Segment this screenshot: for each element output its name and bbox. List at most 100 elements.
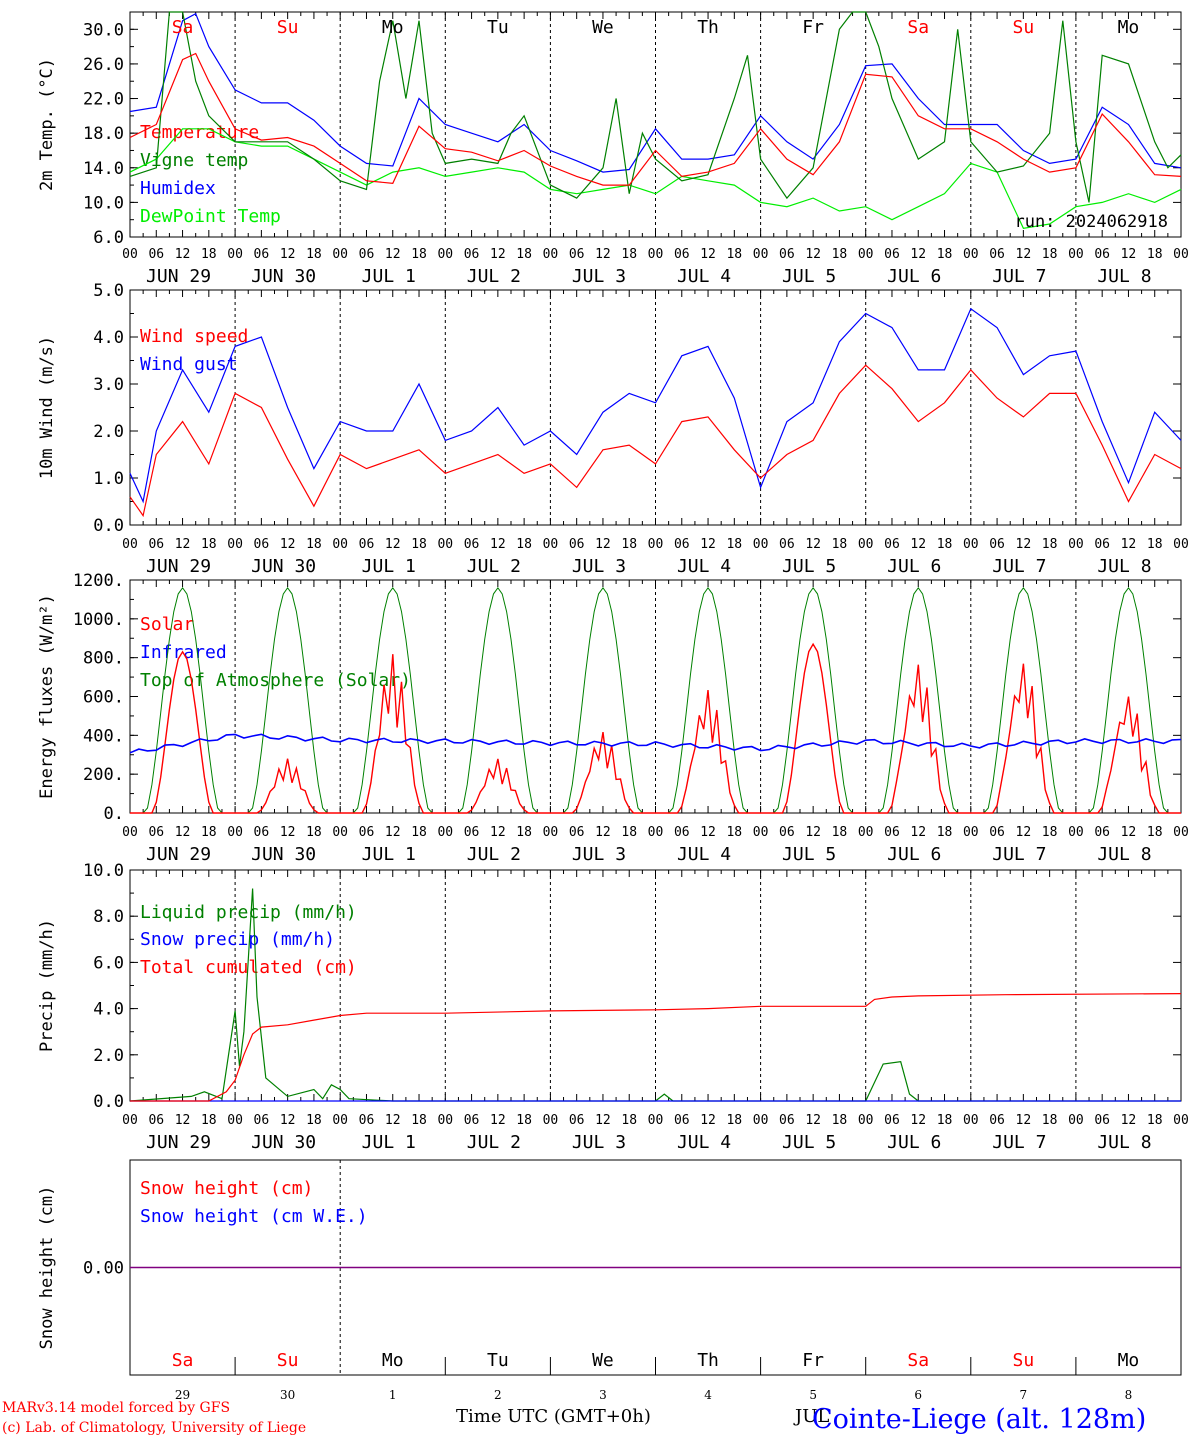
hour-tick-label: 06 <box>989 537 1005 552</box>
hour-tick-label: 12 <box>595 1113 611 1128</box>
hour-tick-label: 12 <box>175 537 191 552</box>
hour-tick-label: 06 <box>254 1113 270 1128</box>
day-number-label: 1 <box>389 1388 397 1402</box>
date-label: JUL 2 <box>467 1132 521 1153</box>
weekday-label: Th <box>697 17 719 38</box>
hour-tick-label: 18 <box>621 537 637 552</box>
date-label: JUN 29 <box>146 1132 211 1153</box>
hour-tick-label: 12 <box>700 247 716 262</box>
hour-tick-label: 00 <box>963 247 979 262</box>
date-label: JUL 4 <box>677 556 731 577</box>
hour-tick-label: 12 <box>175 247 191 262</box>
legend-entry: Humidex <box>140 178 216 199</box>
series-line-vigne-temp <box>129 11 1182 203</box>
date-label: JUL 2 <box>467 844 521 865</box>
hour-tick-label: 00 <box>963 537 979 552</box>
date-label: JUN 29 <box>146 844 211 865</box>
station-label: Cointe-Liege (alt. 128m) <box>812 1404 1147 1435</box>
hour-tick-label: 18 <box>306 825 322 840</box>
date-label: JUL 5 <box>782 844 836 865</box>
hour-tick-label: 12 <box>700 825 716 840</box>
hour-tick-label: 12 <box>1121 247 1137 262</box>
hour-tick-label: 12 <box>1121 1113 1137 1128</box>
hour-tick-label: 18 <box>937 537 953 552</box>
date-label: JUL 3 <box>572 844 626 865</box>
date-label: JUL 8 <box>1097 556 1151 577</box>
weekday-label: Sa <box>907 1350 929 1371</box>
hour-tick-label: 18 <box>832 825 848 840</box>
day-number-label: 6 <box>914 1388 922 1402</box>
hour-tick-label: 18 <box>726 537 742 552</box>
hour-tick-label: 12 <box>385 537 401 552</box>
y-tick-label: 26.0 <box>83 55 124 75</box>
series-line-wind-gust <box>129 307 1182 504</box>
y-axis-label: 10m Wind (m/s) <box>37 336 57 479</box>
month-label: JUL <box>795 1406 830 1427</box>
hour-tick-label: 00 <box>1173 247 1189 262</box>
series-line-humidex <box>129 12 1182 173</box>
date-label: JUL 8 <box>1097 266 1151 287</box>
date-label: JUL 3 <box>572 1132 626 1153</box>
y-tick-label: 18.0 <box>83 124 124 144</box>
series-line-infrared <box>129 733 1182 754</box>
y-tick-label: 0.0 <box>93 1092 124 1112</box>
hour-tick-label: 00 <box>963 825 979 840</box>
day-number-label: 8 <box>1125 1388 1133 1402</box>
hour-tick-label: 06 <box>254 247 270 262</box>
y-tick-label: 10.0 <box>83 861 124 881</box>
hour-tick-label: 12 <box>700 1113 716 1128</box>
hour-tick-label: 18 <box>516 247 532 262</box>
hour-tick-label: 06 <box>569 247 585 262</box>
hour-tick-label: 00 <box>227 247 243 262</box>
hour-tick-label: 00 <box>753 537 769 552</box>
hour-tick-label: 00 <box>122 825 138 840</box>
hour-tick-label: 06 <box>1094 537 1110 552</box>
legend-entry: Snow height (cm W.E.) <box>140 1206 368 1227</box>
hour-tick-label: 18 <box>1147 1113 1163 1128</box>
hour-tick-label: 00 <box>332 825 348 840</box>
hour-tick-label: 00 <box>122 1113 138 1128</box>
hour-tick-label: 12 <box>1016 247 1032 262</box>
legend-entry: Wind gust <box>140 354 238 375</box>
date-label: JUL 6 <box>887 1132 941 1153</box>
y-tick-label: 0.00 <box>83 1259 124 1279</box>
hour-tick-label: 18 <box>201 537 217 552</box>
hour-tick-label: 18 <box>621 825 637 840</box>
hour-tick-label: 00 <box>227 1113 243 1128</box>
hour-tick-label: 06 <box>464 1113 480 1128</box>
hour-tick-label: 18 <box>201 247 217 262</box>
y-axis-label: Snow height (cm) <box>37 1186 57 1350</box>
hour-tick-label: 12 <box>910 537 926 552</box>
day-number-label: 5 <box>809 1388 817 1402</box>
weekday-label: Su <box>1013 17 1035 38</box>
y-tick-label: 14.0 <box>83 159 124 179</box>
hour-tick-label: 06 <box>674 825 690 840</box>
hour-tick-label: 18 <box>306 537 322 552</box>
hour-tick-label: 12 <box>490 537 506 552</box>
hour-tick-label: 00 <box>332 537 348 552</box>
y-tick-label: 0. <box>104 804 124 824</box>
y-tick-label: 4.0 <box>93 328 124 348</box>
y-tick-label: 1000. <box>73 610 124 630</box>
hour-tick-label: 06 <box>254 537 270 552</box>
hour-tick-label: 18 <box>937 247 953 262</box>
date-label: JUL 6 <box>887 556 941 577</box>
hour-tick-label: 12 <box>595 537 611 552</box>
date-label: JUL 1 <box>362 556 416 577</box>
hour-tick-label: 18 <box>1147 247 1163 262</box>
hour-tick-label: 12 <box>280 247 296 262</box>
series-line-liquid-precip <box>129 888 1181 1102</box>
hour-tick-label: 18 <box>516 825 532 840</box>
hour-tick-label: 12 <box>175 1113 191 1128</box>
hour-tick-label: 12 <box>490 825 506 840</box>
hour-tick-label: 12 <box>385 1113 401 1128</box>
hour-tick-label: 06 <box>254 825 270 840</box>
series-line-temperature <box>129 52 1182 186</box>
hour-tick-label: 00 <box>1173 1113 1189 1128</box>
y-tick-label: 6.0 <box>93 953 124 973</box>
legend-entry: Liquid precip (mm/h) <box>140 902 357 923</box>
run-label: run: 2024062918 <box>1014 212 1168 232</box>
hour-tick-label: 00 <box>437 1113 453 1128</box>
hour-tick-label: 18 <box>1042 1113 1058 1128</box>
